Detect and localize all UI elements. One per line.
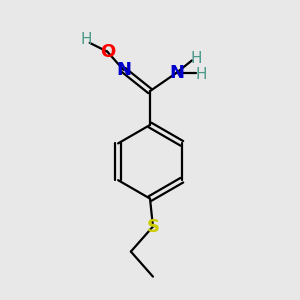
Text: N: N [116,61,131,79]
Text: S: S [146,218,159,236]
Text: O: O [100,43,115,61]
Text: H: H [190,51,202,66]
Text: H: H [195,67,207,82]
Text: H: H [80,32,92,47]
Text: N: N [169,64,184,82]
